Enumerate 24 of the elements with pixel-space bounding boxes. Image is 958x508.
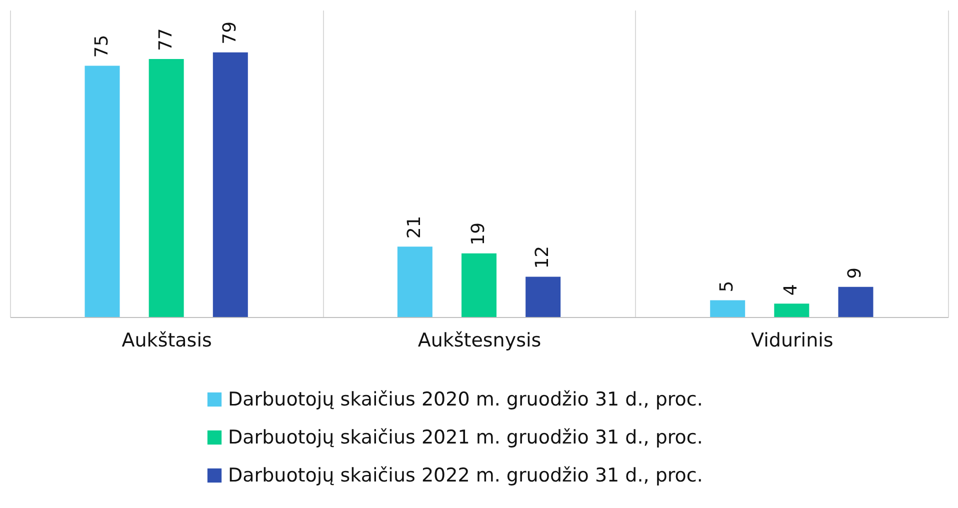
legend-label: Darbuotojų skaičius 2022 m. gruodžio 31 d., proc. bbox=[228, 464, 703, 486]
bar bbox=[212, 52, 248, 317]
bar bbox=[397, 246, 432, 317]
bar bbox=[526, 276, 561, 317]
bar bbox=[148, 59, 184, 317]
x-tick-label: Aukštesnysis bbox=[418, 330, 542, 352]
bar bbox=[462, 253, 496, 317]
legend-label: Darbuotojų skaičius 2021 m. gruodžio 31 d., proc. bbox=[228, 426, 703, 448]
data-label: 19 bbox=[468, 222, 489, 246]
data-label: 9 bbox=[844, 267, 866, 279]
bar bbox=[84, 66, 120, 317]
data-label: 4 bbox=[780, 284, 802, 296]
bar bbox=[838, 286, 874, 317]
x-tick-label: Vidurinis bbox=[751, 330, 834, 352]
legend-label: Darbuotojų skaičius 2020 m. gruodžio 31 d., proc. bbox=[228, 388, 703, 410]
bar bbox=[774, 304, 810, 317]
data-label: 75 bbox=[91, 34, 112, 58]
data-label: 21 bbox=[404, 216, 425, 239]
bar bbox=[710, 300, 746, 317]
x-tick-label: Aukštasis bbox=[122, 330, 212, 352]
data-label: 79 bbox=[219, 21, 240, 44]
data-label: 77 bbox=[155, 28, 176, 52]
data-label: 5 bbox=[716, 280, 738, 292]
data-label: 12 bbox=[532, 246, 554, 269]
